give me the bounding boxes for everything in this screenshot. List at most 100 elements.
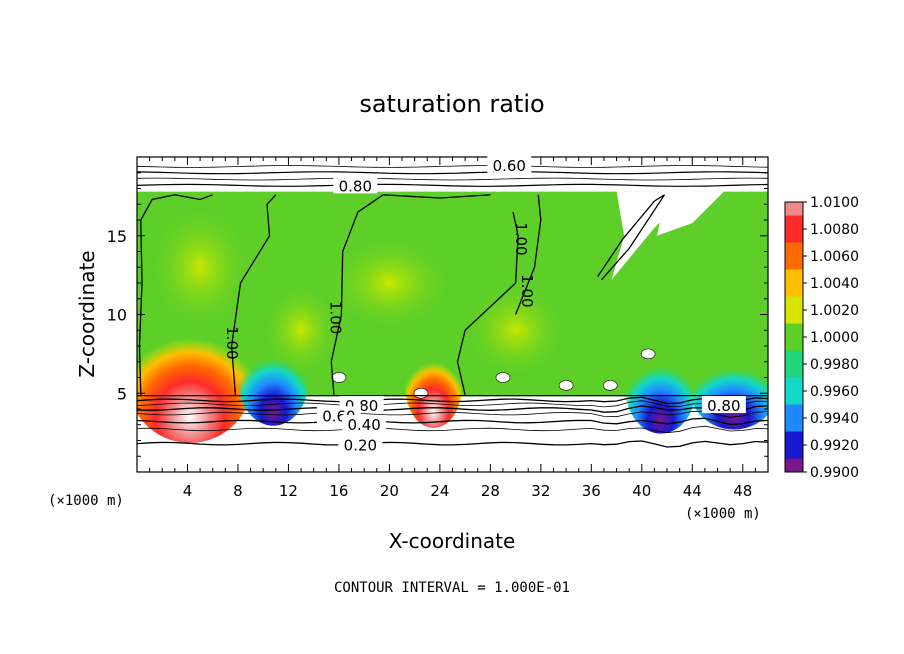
x-tick-label: 8: [233, 482, 243, 500]
contour-line: [137, 165, 768, 168]
contour-line: [137, 400, 768, 408]
contour-label: 1.00: [512, 222, 530, 255]
contour-line: [137, 396, 768, 405]
colorbar-swatch: [785, 323, 803, 338]
contour-label: 1.00: [518, 274, 536, 307]
x-axis-label: X-coordinate: [389, 529, 516, 553]
contour-label-group: 0.60: [487, 155, 532, 175]
colorbar-swatch: [785, 269, 803, 284]
dry-gap: [656, 191, 724, 236]
colorbar-swatch: [785, 431, 803, 446]
x-axis: 4 8 12 16 20 24 28 32 36 40 44 48: [149, 157, 756, 500]
contour-label-group: 1.00: [518, 274, 536, 307]
contour-line: [330, 194, 491, 395]
contour-line: [138, 194, 213, 395]
colorbar-swatch: [785, 350, 803, 365]
contour-line: [137, 425, 768, 434]
contour-line: [597, 194, 666, 281]
contour-label: 0.20: [344, 436, 377, 454]
contour-line: [230, 194, 277, 395]
field-wisp: [331, 372, 347, 383]
contour-line: [137, 183, 768, 187]
y-tick-label: 15: [107, 227, 127, 246]
contour-line: [137, 177, 768, 181]
field-wisp: [640, 348, 656, 360]
colorbar-label: 0.9980: [810, 357, 859, 373]
contour-label-group: 0.80: [701, 396, 746, 415]
field-wisp: [558, 380, 574, 391]
contour-label-group: 1.00: [223, 326, 241, 359]
x-tick-label: 36: [582, 482, 601, 500]
colorbar-swatch: [785, 391, 803, 405]
contour-line: [137, 405, 768, 413]
colorbar-swatch: [785, 229, 803, 243]
colorbar-swatch: [785, 215, 803, 230]
supersaturation-hotspot: [405, 346, 462, 428]
x-tick-label: 20: [380, 482, 399, 500]
contour-label: 0.40: [347, 416, 380, 434]
contour-line: [137, 440, 768, 448]
colorbar-label: 1.0060: [810, 249, 859, 265]
contour-label-bg: [333, 176, 378, 194]
y-tick-label: 5: [117, 384, 127, 403]
field-wisp: [602, 380, 618, 391]
y-axis-label: Z-coordinate: [75, 250, 99, 377]
field-wisp: [495, 372, 511, 383]
y-tick-label: 10: [107, 306, 127, 325]
x-tick-label: 44: [683, 482, 702, 500]
contour-label-group: 1.00: [512, 222, 530, 255]
contour-label: 0.80: [707, 397, 740, 415]
contour-line: [137, 410, 768, 418]
contour-interval-note: CONTOUR INTERVAL = 1.000E-01: [334, 580, 570, 596]
x-tick-label: 16: [329, 482, 348, 500]
field-patch: [465, 283, 567, 378]
contour-label: 1.00: [223, 326, 241, 359]
colorbar-swatch: [785, 377, 803, 392]
contour-label: 0.60: [493, 157, 526, 175]
colorbar-swatch: [785, 242, 803, 257]
colorbar-swatch: [785, 202, 803, 216]
contour-label-bg: [701, 396, 746, 414]
x-unit-left: (×1000 m): [48, 493, 124, 509]
colorbar-swatch: [785, 458, 803, 473]
x-tick-label: 12: [279, 482, 298, 500]
colorbar-label: 0.9940: [810, 411, 859, 427]
contour-line: [514, 194, 542, 315]
contour-label-group: 1.00: [326, 301, 344, 334]
colorbar-swatch: [785, 337, 803, 351]
subsaturation-hotspot: [237, 335, 309, 426]
contour-label: 0.80: [339, 177, 372, 195]
colorbar-label: 1.0000: [810, 330, 859, 346]
colorbar-swatch: [785, 296, 803, 311]
field-patch: [326, 235, 453, 331]
subsaturation-hotspot: [625, 343, 697, 434]
x-tick-label: 4: [183, 482, 193, 500]
contour-line: [137, 171, 768, 175]
field-wisp: [413, 387, 429, 399]
colorbar-swatch: [785, 445, 803, 459]
contour-labels: 0.600.801.001.001.001.000.80 0.800.600.40…: [223, 155, 746, 454]
contour-line: [456, 211, 519, 395]
colorbar-label: 0.9900: [810, 465, 859, 481]
contour-label-group: 0.40: [342, 414, 387, 434]
colorbar-label: 1.0100: [810, 195, 859, 211]
colorbar-swatch: [785, 364, 803, 378]
field-patch: [149, 204, 251, 331]
colorbar-label: 1.0080: [810, 222, 859, 238]
plot-area: [137, 165, 768, 448]
colorbar-label: 0.9920: [810, 438, 859, 454]
colorbar-label: 0.9960: [810, 384, 859, 400]
contour-label-bg: [487, 155, 532, 173]
colorbar-swatch: [785, 310, 803, 324]
colorbar-swatch: [785, 418, 803, 432]
dry-gap: [611, 191, 693, 280]
contour-label-bg: [342, 414, 387, 432]
x-tick-label: 28: [481, 482, 500, 500]
chart-title: saturation ratio: [359, 90, 544, 118]
saturation-field: [137, 191, 768, 444]
colorbar-label: 1.0020: [810, 303, 859, 319]
x-tick-label: 48: [733, 482, 752, 500]
x-tick-label: 40: [632, 482, 651, 500]
colorbar-swatch: [785, 404, 803, 419]
